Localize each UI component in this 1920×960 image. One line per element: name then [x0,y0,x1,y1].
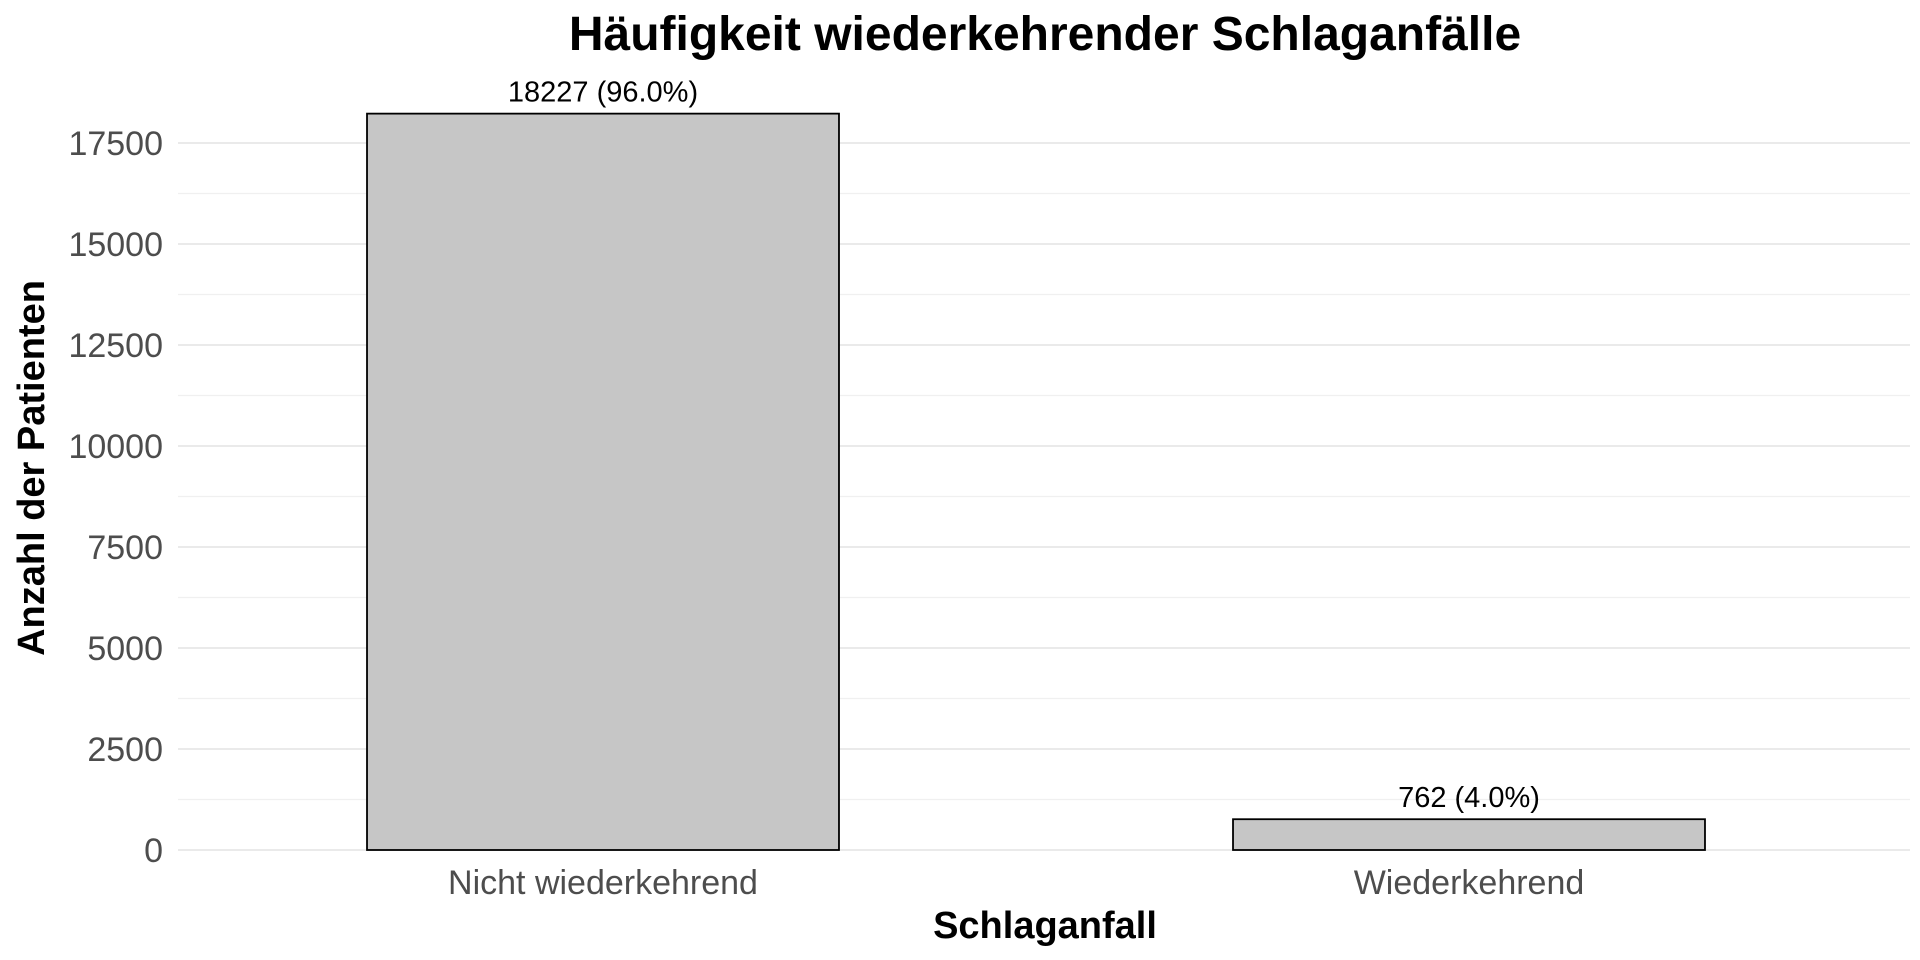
data-label: 18227 (96.0%) [508,77,698,109]
y-tick-label: 12500 [68,327,163,365]
bar [366,112,840,851]
y-tick-label: 7500 [87,529,163,567]
data-labels: 18227 (96.0%) 762 (4.0%) [508,77,1540,815]
y-tick-label: 2500 [87,731,163,769]
y-tick-label: 10000 [68,428,163,466]
bar [1232,818,1706,851]
x-axis-tick-labels: Nicht wiederkehrend Wiederkehrend [448,864,1584,902]
bars [366,112,1706,851]
x-tick-label: Nicht wiederkehrend [448,864,758,902]
y-tick-label: 0 [144,832,163,870]
y-tick-label: 5000 [87,630,163,668]
data-label: 762 (4.0%) [1398,782,1540,814]
chart-title: Häufigkeit wiederkehrender Schlaganfälle [569,8,1521,61]
y-tick-label: 15000 [68,226,163,264]
y-tick-label: 17500 [68,125,163,163]
y-axis-tick-labels: 0 2500 5000 7500 10000 12500 15000 17500 [68,125,163,870]
x-axis-title: Schlaganfall [933,905,1157,947]
x-tick-label: Wiederkehrend [1354,864,1585,902]
y-axis-title: Anzahl der Patienten [11,280,53,656]
